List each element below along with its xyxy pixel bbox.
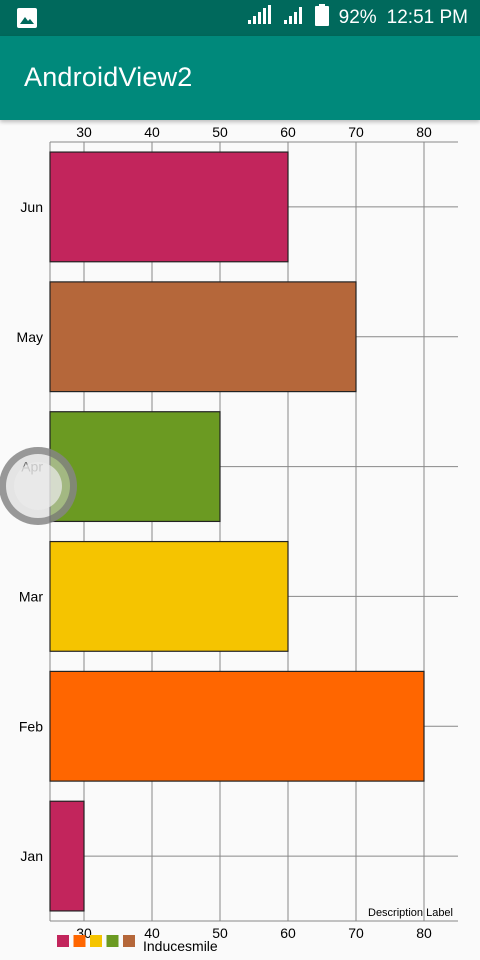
x-tick-label-top: 30 — [76, 124, 92, 140]
legend-swatch — [57, 935, 69, 947]
y-tick-label: May — [17, 329, 43, 345]
description-label: Description Label — [368, 907, 453, 919]
y-tick-label: Jan — [20, 848, 43, 864]
legend-label: Inducesmile — [143, 938, 218, 954]
signal-icon — [247, 5, 273, 31]
x-tick-label-bottom: 80 — [416, 925, 432, 941]
bar-chart[interactable]: 303040405050606070708080JanFebMarAprMayJ… — [0, 120, 480, 960]
x-tick-label-bottom: 70 — [348, 925, 364, 941]
bar-may — [49, 281, 357, 393]
bar-apr — [49, 411, 221, 523]
x-tick-label-bottom: 40 — [144, 925, 160, 941]
app-title: AndroidView2 — [24, 62, 193, 92]
x-tick-label-top: 50 — [212, 124, 228, 140]
x-tick-label-top: 60 — [280, 124, 296, 140]
app-bar: AndroidView2 — [0, 36, 480, 120]
x-tick-label-bottom: 60 — [280, 925, 296, 941]
legend-swatch — [123, 935, 135, 947]
x-tick-label-top: 70 — [348, 124, 364, 140]
y-tick-label: Mar — [19, 588, 43, 604]
y-tick-label: Jun — [20, 199, 43, 215]
legend-swatch — [106, 935, 119, 947]
bar-feb — [49, 670, 425, 782]
signal-icon — [283, 5, 305, 31]
battery-icon — [314, 4, 329, 32]
legend-swatch — [73, 935, 86, 947]
x-tick-label-top: 40 — [144, 124, 160, 140]
status-bar: 92% 12:51 PM — [0, 0, 480, 36]
touch-indicator — [0, 447, 77, 525]
legend-swatch — [90, 935, 102, 947]
bar-jun — [49, 151, 289, 263]
y-tick-label: Feb — [19, 718, 43, 734]
x-tick-label-top: 80 — [416, 124, 432, 140]
clock: 12:51 PM — [386, 7, 468, 28]
battery-percent: 92% — [338, 7, 377, 28]
bar-mar — [49, 540, 289, 652]
x-tick-label-bottom: 50 — [212, 925, 228, 941]
bar-jan — [49, 800, 85, 912]
image-icon — [16, 7, 38, 34]
